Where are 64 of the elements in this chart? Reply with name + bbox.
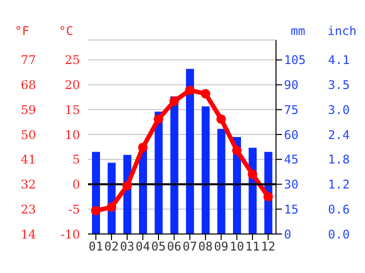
y2-tick-label: 15 [284,202,298,216]
y3-tick-label: 77 [20,53,36,68]
point [138,142,148,152]
point [106,202,116,212]
y-axis-title: °C [58,24,74,38]
bar [217,128,226,234]
text: 1.8 [328,152,350,167]
text: inch [326,24,358,38]
point [154,114,164,124]
point [248,170,258,180]
y2-tick-label: 30 [284,178,298,192]
y3-tick-label: 59 [20,102,36,117]
y2-tick-label: 90 [284,78,298,92]
y3-tick-label: 50 [20,128,36,142]
y3-tick-label: 32 [20,178,36,192]
y3-tick-label: 68 [20,78,36,92]
y-tick-label: -10 [60,227,80,242]
point [216,114,226,124]
y3-tick-label: 41 [20,152,36,167]
bar [186,68,194,234]
y2-tick-label: 45 [284,152,298,167]
text: 3.5 [328,78,350,92]
point [200,88,210,98]
y-tick-label: 5 [72,152,80,167]
x-tick-label: 12 [260,240,276,254]
point [232,146,242,156]
text: 0.0 [328,227,350,242]
y3-tick-label: 14 [20,227,36,242]
x-tick-label: 11 [245,240,260,254]
text: 2.4 [328,128,350,142]
y2-tick-label: 105 [284,53,306,68]
x-tick-label: 02 [104,240,119,254]
x-tick-label: 01 [88,240,104,254]
y-tick-label: 25 [64,53,80,68]
y2-axis-title: mm [290,24,306,38]
x-tick-label: 07 [182,240,198,254]
text: 3.0 [328,102,350,117]
x-tick-label: 03 [120,240,134,254]
x-tick-label: 04 [136,240,150,254]
x-tick-label: 10 [230,240,244,254]
x-tick-label: 09 [214,240,228,254]
y2-tick-label: 75 [284,102,298,117]
text: 4.1 [328,53,350,68]
point [91,206,101,216]
bar [202,106,210,234]
x-tick-label: 08 [198,240,213,254]
y-tick-label: -5 [68,202,80,216]
y-tick-label: 10 [64,128,80,142]
text: 1.2 [328,178,350,192]
y2-tick-label: 0 [284,227,292,242]
y-tick-label: 20 [64,78,80,92]
x-tick-label: 06 [166,240,182,254]
y3-axis-title: °F [14,24,30,38]
y-tick-label: 0 [72,178,80,192]
y3-tick-label: 23 [20,202,36,216]
bar [170,96,178,234]
y-tick-label: 15 [64,102,80,117]
text: 0.6 [328,202,350,216]
point [263,192,273,202]
x-tick-label: 05 [151,240,166,254]
point [122,181,132,190]
y2-tick-label: 60 [284,128,298,142]
point [169,96,179,106]
point [185,85,195,95]
